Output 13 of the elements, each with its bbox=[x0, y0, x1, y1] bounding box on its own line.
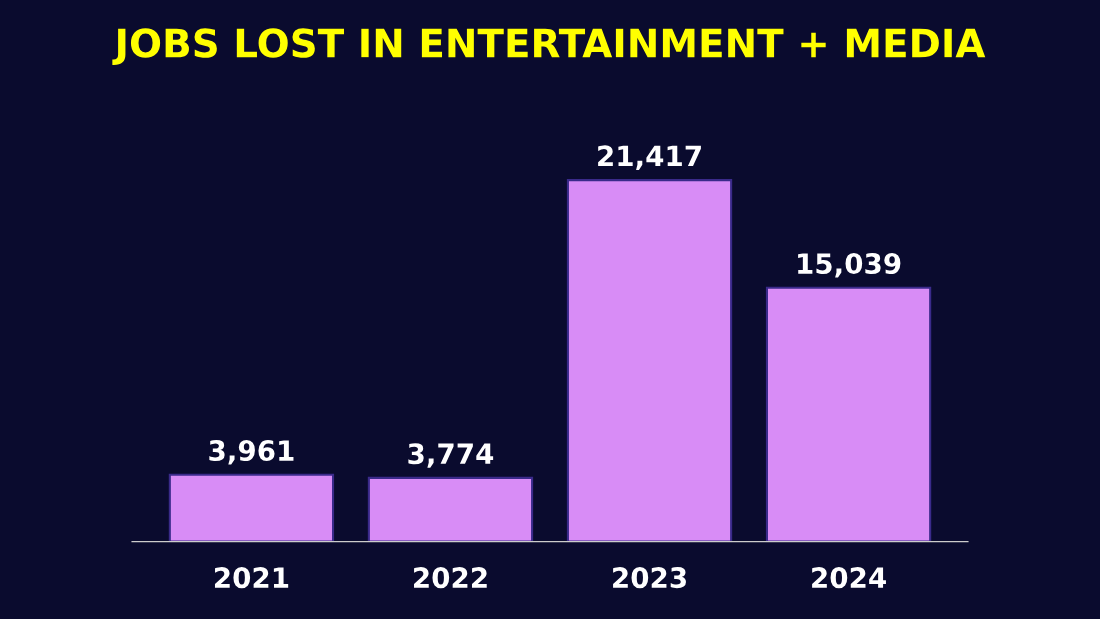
chart-title: JOBS LOST IN ENTERTAINMENT + MEDIA bbox=[112, 28, 986, 65]
data-label: 3,961 bbox=[209, 440, 294, 465]
x-tick-label: 2024 bbox=[812, 567, 886, 589]
data-label: 21,417 bbox=[598, 145, 701, 170]
bar bbox=[367, 476, 534, 542]
data-label: 3,774 bbox=[408, 443, 494, 468]
x-tick-label: 2023 bbox=[613, 567, 686, 589]
bar bbox=[566, 179, 733, 542]
x-tick-label: 2022 bbox=[414, 567, 487, 589]
x-tick-label: 2021 bbox=[214, 567, 289, 589]
bar bbox=[168, 473, 335, 542]
bar bbox=[765, 286, 932, 542]
data-label: 15,039 bbox=[798, 253, 901, 278]
